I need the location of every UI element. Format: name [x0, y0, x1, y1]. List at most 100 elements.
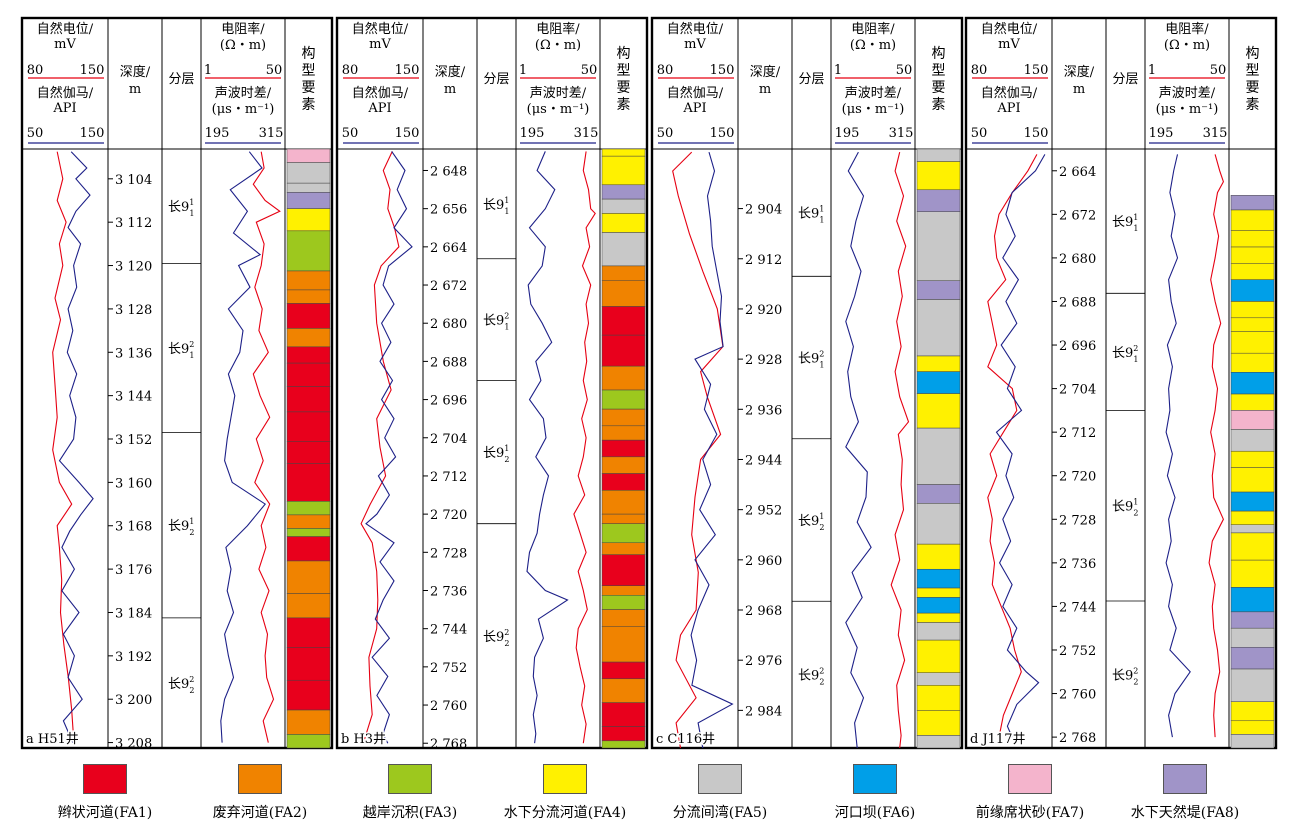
layer-axis-label: 分层	[168, 72, 194, 87]
resistivity-curve	[573, 151, 596, 744]
legend-label: 前缘席状砂(FA7)	[975, 805, 1085, 821]
sp-axis-label: mV	[684, 37, 706, 52]
depth-tick-label: 3 184	[115, 606, 152, 621]
layer-label-sub: 2	[819, 523, 824, 532]
facies-block	[916, 484, 961, 504]
facies-block	[601, 740, 646, 749]
acoustic-curve	[220, 151, 267, 743]
facies-block	[1230, 246, 1275, 264]
facies-block	[916, 280, 961, 300]
facies-axis-label: 要	[302, 80, 316, 96]
facies-axis-label: 构	[302, 46, 316, 62]
depth-tick-label: 2 680	[430, 317, 467, 332]
depth-tick-label: 2 720	[1059, 470, 1096, 485]
facies-block	[601, 585, 646, 596]
facies-block	[286, 647, 331, 681]
facies-block	[286, 617, 331, 648]
depth-axis-label: m	[759, 82, 771, 97]
legend-swatch	[1163, 764, 1207, 794]
acoustic-curve	[845, 151, 872, 749]
facies-block	[601, 726, 646, 742]
layer-label-sub: 1	[504, 207, 509, 216]
facies-block	[286, 303, 331, 329]
facies-axis-label: 素	[932, 97, 946, 113]
sp-range-max: 150	[710, 63, 735, 78]
panel-frame	[335, 16, 649, 750]
depth-tick-label: 2 720	[430, 508, 467, 523]
facies-block	[601, 626, 646, 663]
facies-block	[601, 198, 646, 214]
resistivity-axis-label: 电阻率/	[851, 21, 895, 37]
depth-axis-label: 深度/	[1064, 64, 1095, 80]
layer-label: 长92 1	[483, 312, 509, 332]
legend-item: 水下分流河道(FA4)	[495, 762, 635, 822]
layer-label-sup: 2	[1133, 666, 1138, 675]
facies-block	[916, 587, 961, 598]
facies-block	[1230, 410, 1275, 430]
facies-axis-label: 型	[617, 63, 631, 79]
facies-block	[916, 672, 961, 686]
acoustic-axis-label: (μs・m⁻¹)	[1156, 102, 1219, 117]
gr-axis-label: API	[682, 101, 706, 116]
layer-label: 长91 2	[168, 517, 194, 537]
depth-tick-label: 3 192	[115, 650, 152, 665]
facies-block	[601, 542, 646, 555]
facies-block	[1230, 467, 1275, 493]
depth-tick-label: 2 680	[1059, 252, 1096, 267]
facies-block	[286, 182, 331, 193]
facies-block	[601, 513, 646, 524]
depth-tick-label: 2 760	[1059, 688, 1096, 703]
facies-block	[916, 543, 961, 570]
facies-block	[601, 456, 646, 474]
facies-axis-label: 型	[1246, 63, 1260, 79]
facies-block	[1230, 263, 1275, 280]
gr-axis-label: API	[996, 101, 1020, 116]
facies-block	[601, 554, 646, 586]
layer-label-sup: 1	[189, 198, 194, 207]
depth-tick-label: 2 904	[745, 203, 782, 218]
resistivity-range-min: 1	[519, 63, 527, 78]
layer-label-sup: 1	[819, 512, 824, 521]
well-title: a H51井	[26, 732, 79, 747]
facies-axis-label: 要	[1246, 80, 1260, 96]
layer-label-sup: 1	[1133, 213, 1138, 222]
facies-block	[1230, 352, 1275, 373]
facies-block	[601, 155, 646, 186]
facies-block	[1230, 668, 1275, 702]
panel-frame	[20, 16, 334, 750]
sp-axis-label: 自然电位/	[37, 21, 94, 37]
layer-label-sub: 2	[504, 639, 509, 648]
layer-label: 长91 1	[1112, 213, 1138, 233]
facies-block	[286, 411, 331, 442]
legend-label: 辫状河道(FA1)	[57, 805, 153, 821]
depth-tick-label: 2 688	[430, 355, 467, 370]
resistivity-range-min: 1	[204, 63, 212, 78]
depth-tick-label: 2 920	[745, 303, 782, 318]
gr-range-min: 50	[27, 126, 44, 141]
facies-block	[916, 639, 961, 673]
depth-tick-label: 3 200	[115, 693, 152, 708]
facies-block	[916, 211, 961, 281]
facies-block	[916, 355, 961, 372]
layer-label-sup: 2	[189, 340, 194, 349]
layer-label: 长92 2	[1112, 666, 1138, 686]
facies-block	[1230, 559, 1275, 588]
facies-block	[601, 334, 646, 367]
depth-tick-label: 3 120	[115, 260, 152, 275]
sp-range-min: 80	[971, 63, 988, 78]
facies-block	[1230, 279, 1275, 302]
gr-range-min: 50	[657, 126, 674, 141]
acoustic-range-max: 315	[1203, 126, 1228, 141]
facies-block	[1230, 611, 1275, 629]
acoustic-axis-label: (μs・m⁻¹)	[842, 102, 905, 117]
gr-range-min: 50	[971, 126, 988, 141]
depth-tick-label: 2 912	[745, 253, 782, 268]
depth-tick-label: 3 104	[115, 173, 152, 188]
depth-tick-label: 3 144	[115, 390, 152, 405]
depth-tick-label: 2 744	[430, 623, 467, 638]
depth-tick-label: 2 944	[745, 453, 782, 468]
facies-block	[916, 685, 961, 711]
gr-range-max: 150	[395, 126, 420, 141]
